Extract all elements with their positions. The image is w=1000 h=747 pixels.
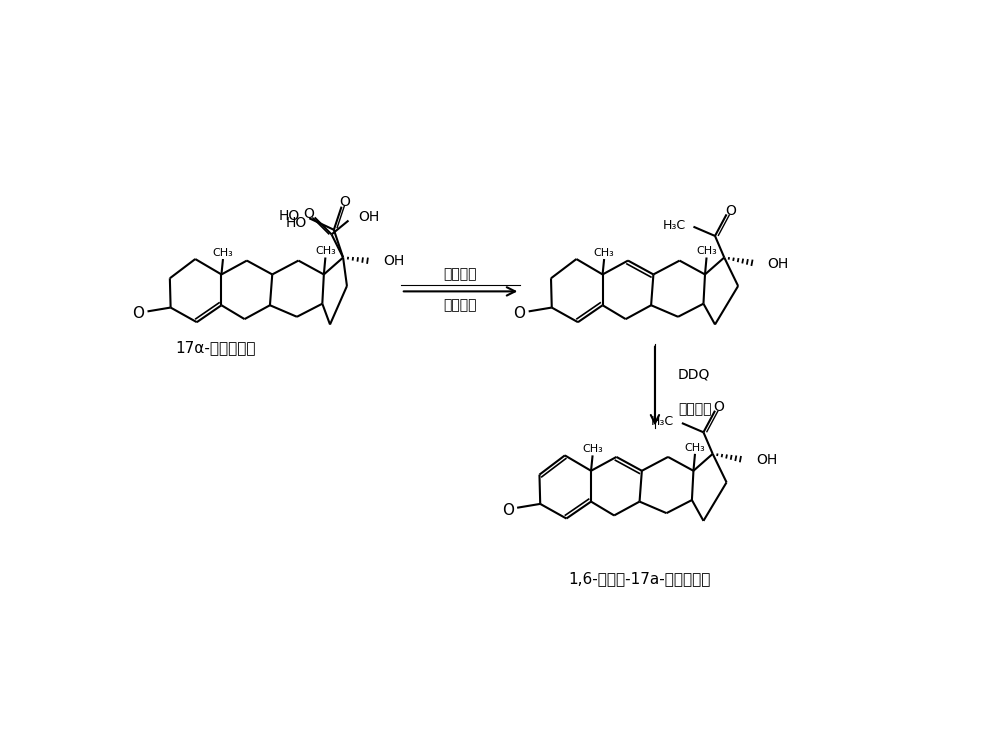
Text: DDQ: DDQ xyxy=(678,368,710,382)
Text: OH: OH xyxy=(767,257,789,270)
Text: 1,6-双脱氢-17a-羟基黄体锐: 1,6-双脱氢-17a-羟基黄体锐 xyxy=(568,571,711,586)
Text: O: O xyxy=(339,195,350,209)
Text: O: O xyxy=(725,203,736,217)
Text: OH: OH xyxy=(358,211,380,224)
Text: CH₃: CH₃ xyxy=(582,444,603,454)
Text: CH₃: CH₃ xyxy=(315,247,336,256)
Text: 二氧六环: 二氧六环 xyxy=(678,402,712,416)
Text: O: O xyxy=(132,306,144,321)
Text: H₃C: H₃C xyxy=(651,415,674,428)
Text: O: O xyxy=(713,400,724,414)
Text: O: O xyxy=(303,208,314,221)
Text: OH: OH xyxy=(383,254,404,268)
Text: HO: HO xyxy=(279,209,300,223)
Text: O: O xyxy=(513,306,525,321)
Text: CH₃: CH₃ xyxy=(594,248,615,258)
Text: H₃C: H₃C xyxy=(663,219,686,232)
Text: HO: HO xyxy=(286,216,307,230)
Text: OH: OH xyxy=(756,453,777,467)
Text: 乙酸乙酯: 乙酸乙酯 xyxy=(444,298,477,312)
Text: CH₃: CH₃ xyxy=(213,248,233,258)
Text: 四氯苯醆: 四氯苯醆 xyxy=(444,267,477,282)
Text: CH₃: CH₃ xyxy=(696,247,717,256)
Text: O: O xyxy=(502,503,514,518)
Text: 17α-羟基黄体锐: 17α-羟基黄体锐 xyxy=(176,340,256,355)
Text: CH₃: CH₃ xyxy=(685,443,705,453)
